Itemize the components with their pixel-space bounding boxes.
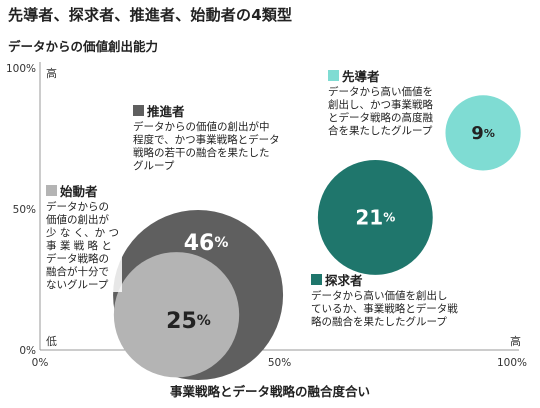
legend-suishin: 推進者 [133,101,185,120]
x-high-label: 高 [510,334,521,348]
legend-label-tankyu: 探求者 [325,273,363,288]
value-label-suishin: 46% [184,231,229,256]
legend-swatch-suishin [133,105,144,116]
desc-line: 融合が十分で [46,266,109,278]
legend-tankyu: 探求者 [311,270,363,289]
desc-line: データ戦略の [46,253,109,265]
desc-line: 略の融合を果たしたグループ [311,316,447,328]
legend-swatch-tankyu [311,274,322,285]
desc-suishin: データからの価値の創出が中 程度で、かつ事業戦略とデータ 戦略の若干の融合を果たした… [133,121,280,173]
desc-line: 程度で、かつ事業戦略とデータ [133,134,280,146]
y-tick-label: 50% [13,204,36,216]
desc-sendo: データから高い価値を 創出し、かつ事業戦略 とデータ戦略の高度融 合を果たしたグループ [328,86,433,138]
x-axis-title: 事業戦略とデータ戦略の融合度合い [169,384,370,399]
y-low-label: 低 [46,335,57,348]
legend-shido: 始動者 [46,181,98,200]
desc-tankyu: データから高い価値を創出し ているか、事業戦略とデータ戦 略の融合を果たしたグループ [311,290,458,329]
chart-title: 先導者、探求者、推進者、始動者の4類型 [8,6,293,24]
legend-label-shido: 始動者 [60,184,98,199]
desc-line: データからの [46,201,109,213]
x-tick-label: 0% [32,357,49,369]
desc-line: データからの価値の創出が中 [133,121,270,133]
legend-label-suishin: 推進者 [147,104,185,119]
desc-line: ないグループ [46,279,109,291]
desc-line: ているか、事業戦略とデータ戦 [311,303,458,315]
x-tick-label: 50% [268,357,291,369]
legend-swatch-sendo [328,70,339,81]
desc-line: 少 な く、か つ [46,227,120,239]
legend-label-sendo: 先導者 [342,69,380,84]
legend-sendo: 先導者 [328,66,380,85]
value-label-shido: 25% [166,308,211,333]
y-high-label: 高 [46,66,57,80]
y-tick-label: 0% [19,345,36,357]
desc-line: 戦略の若干の融合を果たした [133,147,270,159]
desc-shido: データからの 価値の創出が少 な く、か つ事 業 戦 略 とデータ戦略の 融合が十… [46,201,122,292]
x-tick-label: 100% [497,357,527,369]
desc-line: 合を果たしたグループ [328,125,433,137]
desc-line: 価値の創出が [46,214,109,226]
bubble-sendo [445,95,521,171]
legend-swatch-shido [46,185,57,196]
value-label-sendo: 9% [471,122,495,143]
y-tick-label: 100% [6,63,36,75]
desc-line: 事 業 戦 略 と [46,240,112,252]
desc-line: 創出し、かつ事業戦略 [328,99,433,111]
desc-line: とデータ戦略の高度融 [328,112,433,124]
bubble-tankyu [317,160,433,275]
value-label-tankyu: 21% [355,205,395,229]
desc-line: グループ [133,160,175,172]
y-axis-title: データからの価値創出能力 [8,39,159,54]
desc-line: データから高い価値を創出し [311,290,448,302]
bubble-shido [113,252,240,378]
desc-line: データから高い価値を [328,86,433,98]
